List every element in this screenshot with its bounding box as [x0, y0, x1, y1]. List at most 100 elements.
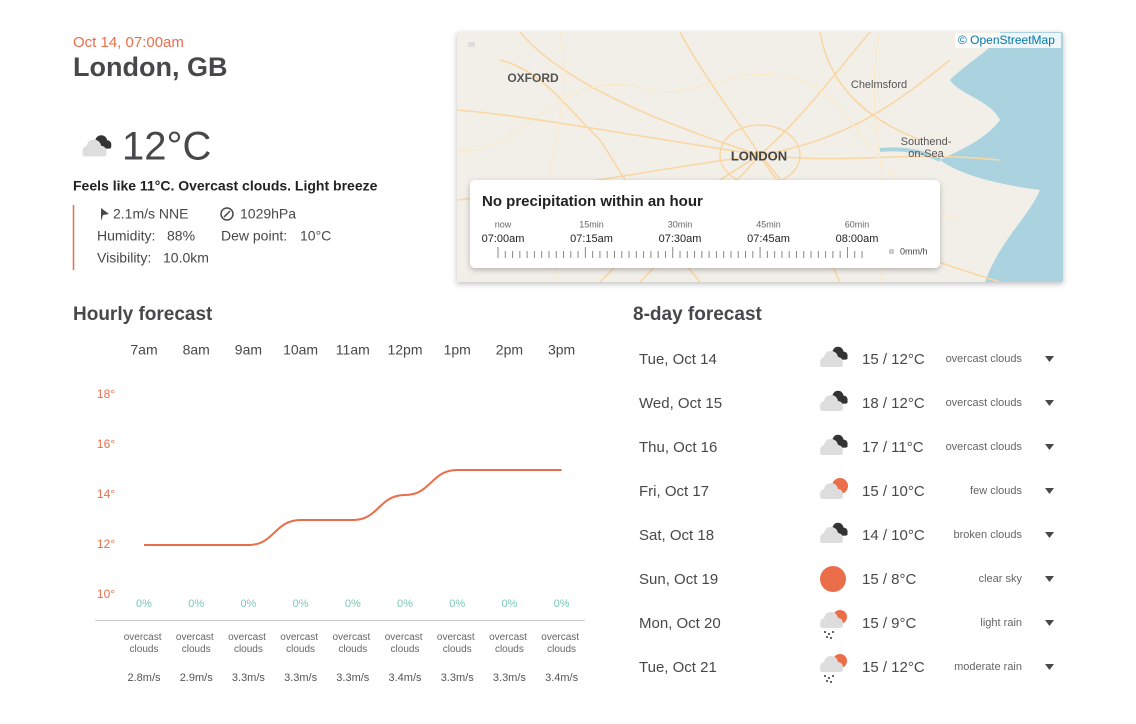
hourly-chart: 10° 12° 14° 16° 18° 7am 8am 9am 10am 11am 12pm 1pm 2…	[97, 342, 582, 684]
description: moderate rain	[954, 661, 1022, 673]
wind: 3.3m/s	[284, 672, 318, 684]
wind: 3.4m/s	[388, 672, 422, 684]
wind: 3.3m/s	[336, 672, 370, 684]
precipitation-label: 0%	[554, 598, 570, 610]
description: overcast clouds	[333, 632, 374, 655]
offset-label: 60min	[845, 219, 870, 229]
cloud-part	[820, 494, 843, 499]
weather-icon	[820, 610, 847, 639]
weather-icon	[820, 478, 848, 499]
time-label: 07:15am	[570, 233, 613, 245]
description: broken clouds	[954, 529, 1023, 541]
x-tick-label: 3pm	[548, 342, 575, 358]
wind: 2.1m/s NNE	[113, 206, 188, 222]
temperature: 12°C	[122, 125, 211, 169]
place-label: OXFORD	[507, 71, 559, 85]
dew-point: 10°C	[300, 228, 331, 244]
expand-caret[interactable]	[1045, 444, 1054, 450]
time-label: 07:30am	[659, 233, 702, 245]
x-tick-label: 11am	[336, 342, 370, 358]
x-tick-label: 7am	[130, 342, 157, 358]
attribution[interactable]: © OpenStreetMap	[958, 33, 1055, 47]
expand-caret[interactable]	[1045, 664, 1054, 670]
wind: 2.8m/s	[127, 672, 161, 684]
visibility-label: Visibility:	[97, 250, 151, 266]
dew-point-label: Dew point:	[221, 228, 287, 244]
wind: 3.3m/s	[493, 672, 527, 684]
weather-icon	[820, 434, 848, 455]
summary: Feels like 11°C. Overcast clouds. Light …	[73, 178, 378, 194]
daily-row[interactable]: Tue, Oct 21 15 / 12°C moderate rain	[639, 654, 1054, 683]
temperature: 18 / 12°C	[862, 395, 925, 412]
daily-row[interactable]: Wed, Oct 15 18 / 12°C overcast clouds	[639, 390, 1054, 412]
cloud-part	[82, 151, 107, 157]
wind: 2.9m/s	[180, 672, 214, 684]
city: London, GB	[73, 52, 227, 82]
expand-caret[interactable]	[1045, 400, 1054, 406]
daily-row[interactable]: Sat, Oct 18 14 / 10°C broken clouds	[639, 522, 1054, 544]
precipitation-label: 0%	[136, 598, 152, 610]
daily-row[interactable]: Mon, Oct 20 15 / 9°C light rain	[639, 610, 1054, 639]
description: light rain	[980, 617, 1022, 629]
description: few clouds	[970, 485, 1022, 497]
x-tick-label: 8am	[183, 342, 210, 358]
description: overcast clouds	[946, 441, 1023, 453]
precipitation-label: 0%	[449, 598, 465, 610]
precipitation-unit: 0mm/h	[900, 246, 928, 256]
day: Tue, Oct 14	[639, 351, 717, 368]
precipitation-card	[470, 180, 940, 268]
day: Wed, Oct 15	[639, 395, 722, 412]
x-tick-label: 1pm	[444, 342, 471, 358]
daily-list: Tue, Oct 14 15 / 12°C overcast cloudsWed, …	[639, 346, 1054, 683]
precipitation-label: 0%	[345, 598, 361, 610]
expand-caret[interactable]	[1045, 356, 1054, 362]
cloud-part	[820, 538, 843, 543]
daily-row[interactable]: Tue, Oct 14 15 / 12°C overcast clouds	[639, 346, 1054, 368]
place-label: Southend-	[901, 136, 952, 148]
expand-caret[interactable]	[1045, 576, 1054, 582]
cloud-part	[820, 667, 843, 672]
temperature: 15 / 10°C	[862, 483, 925, 500]
y-tick-label: 18°	[97, 387, 115, 401]
x-tick-label: 9am	[235, 342, 262, 358]
weather-icon	[820, 654, 847, 683]
description: overcast clouds	[124, 632, 165, 655]
expand-caret[interactable]	[1045, 532, 1054, 538]
pressure: 1029hPa	[240, 206, 296, 222]
daily-row[interactable]: Thu, Oct 16 17 / 11°C overcast clouds	[639, 434, 1054, 456]
offset-label: now	[495, 219, 512, 229]
humidity-label: Humidity:	[97, 228, 155, 244]
rain-drop	[824, 675, 826, 677]
day: Tue, Oct 21	[639, 659, 717, 676]
cloud-part	[820, 406, 843, 411]
time-label: 08:00am	[836, 233, 879, 245]
expand-caret[interactable]	[1045, 620, 1054, 626]
temperature: 15 / 12°C	[862, 659, 925, 676]
time-ruler: now 07:00am 15min 07:15am 30min 07:30am 45min 0…	[482, 219, 879, 258]
wind-icon	[101, 208, 109, 221]
day: Sun, Oct 19	[639, 571, 718, 588]
y-tick-label: 10°	[97, 587, 115, 601]
daily-row[interactable]: Sun, Oct 19 15 / 8°C clear sky	[639, 566, 1054, 592]
x-tick-label: 2pm	[496, 342, 523, 358]
precipitation-label: 0%	[240, 598, 256, 610]
weather-icon	[82, 135, 112, 157]
wind: 3.3m/s	[232, 672, 266, 684]
expand-caret[interactable]	[1045, 488, 1054, 494]
rain-drop	[832, 675, 834, 677]
wind: 3.3m/s	[441, 672, 475, 684]
offset-label: 15min	[579, 219, 604, 229]
sun	[820, 566, 846, 592]
day: Fri, Oct 17	[639, 483, 709, 500]
daily-row[interactable]: Fri, Oct 17 15 / 10°C few clouds	[639, 478, 1054, 500]
description: clear sky	[979, 573, 1023, 585]
precipitation-label: 0%	[188, 598, 204, 610]
description: overcast clouds	[946, 397, 1023, 409]
description: overcast clouds	[946, 353, 1023, 365]
x-tick-label: 10am	[283, 342, 318, 358]
x-tick-label: 12pm	[387, 342, 422, 358]
day: Mon, Oct 20	[639, 615, 721, 632]
description: overcast clouds	[541, 632, 582, 655]
rain-drop	[828, 633, 830, 635]
